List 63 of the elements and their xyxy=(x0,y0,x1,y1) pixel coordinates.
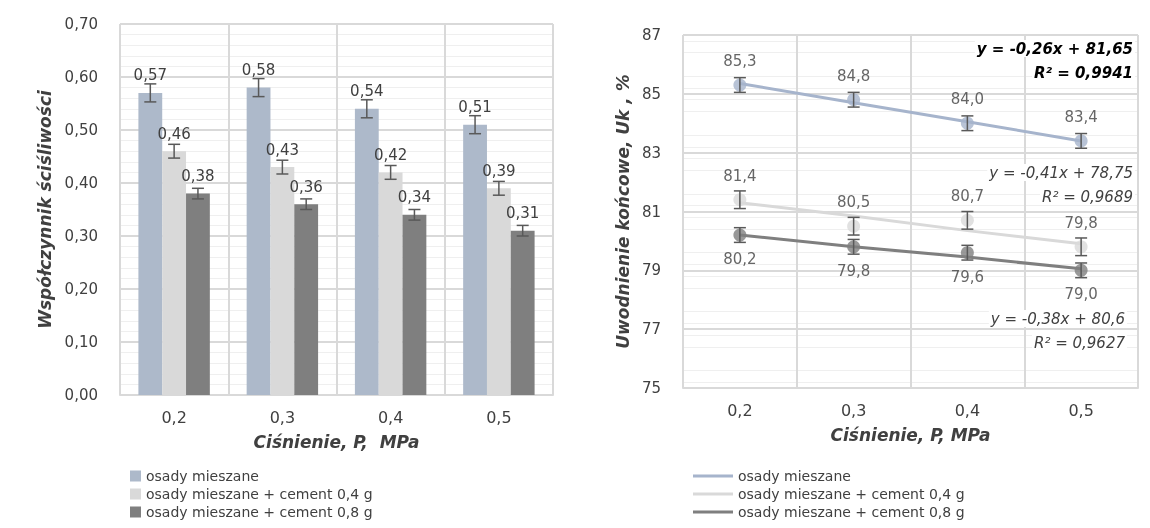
y-tick-label: 0,50 xyxy=(64,121,98,139)
legend-label: osady mieszane + cement 0,4 g xyxy=(738,486,965,502)
data-label: 0,31 xyxy=(505,204,540,223)
annotation: y = -0,26x + 81,65 xyxy=(976,39,1134,58)
data-label: 0,51 xyxy=(458,98,492,117)
data-label: 79,0 xyxy=(1064,285,1098,304)
data-label: 0,36 xyxy=(289,177,323,196)
x-tick-label: 0,5 xyxy=(1068,400,1094,420)
legend-label: osady mieszane xyxy=(146,468,259,484)
annotation: R² = 0,9627 xyxy=(1033,333,1126,352)
y-tick-label: 87 xyxy=(641,26,661,44)
x-tick-label: 0,4 xyxy=(377,407,404,427)
data-label: 0,46 xyxy=(157,124,191,143)
x-tick-label: 0,2 xyxy=(161,407,187,427)
annotation: y = -0,38x + 80,6 xyxy=(989,309,1126,328)
data-label: 81,4 xyxy=(723,166,757,185)
legend-label: osady mieszane + cement 0,8 g xyxy=(738,504,965,520)
annotation: y = -0,41x + 78,75 xyxy=(988,163,1133,182)
x-axis-title: Ciśnienie, P, MPa xyxy=(830,424,991,445)
data-label: 85,3 xyxy=(723,52,757,71)
data-label: 0,54 xyxy=(350,82,384,101)
x-tick-label: 0,2 xyxy=(727,400,753,420)
legend-label: osady mieszane xyxy=(738,468,851,484)
data-label: 79,6 xyxy=(950,267,985,286)
y-tick-label: 0,00 xyxy=(64,386,98,404)
y-tick-label: 85 xyxy=(641,84,661,103)
data-label: 0,42 xyxy=(373,145,408,164)
annotation: R² = 0,9941 xyxy=(1033,63,1134,82)
annotation: R² = 0,9689 xyxy=(1041,187,1134,206)
legend-label: osady mieszane + cement 0,8 g xyxy=(146,504,373,520)
y-tick-label: 79 xyxy=(641,261,661,280)
data-label: 84,8 xyxy=(836,66,871,85)
x-tick-label: 0,3 xyxy=(840,400,867,420)
data-label: 84,0 xyxy=(950,90,985,109)
x-tick-label: 0,3 xyxy=(269,407,296,427)
y-tick-label: 75 xyxy=(641,379,661,397)
data-label: 79,8 xyxy=(1064,213,1098,232)
y-axis-title: Uwodnienie końcowe, Uk , % xyxy=(612,74,633,349)
y-tick-label: 77 xyxy=(641,320,661,339)
y-tick-label: 0,70 xyxy=(64,15,98,33)
data-label: 79,8 xyxy=(836,261,871,280)
data-label: 0,38 xyxy=(181,167,215,186)
y-tick-label: 0,10 xyxy=(64,333,98,351)
y-tick-label: 0,60 xyxy=(64,68,98,86)
x-tick-label: 0,5 xyxy=(486,407,512,427)
data-label: 80,7 xyxy=(950,187,985,206)
x-axis-title: Ciśnienie, P, MPa xyxy=(253,431,420,452)
data-label: 83,4 xyxy=(1064,107,1098,126)
legend-label: osady mieszane + cement 0,4 g xyxy=(146,486,373,502)
y-axis-title: Współczynnik ściśliwości xyxy=(35,89,56,329)
y-tick-label: 81 xyxy=(641,202,661,221)
data-label: 0,58 xyxy=(241,61,276,80)
data-label: 0,39 xyxy=(482,161,516,180)
y-tick-label: 0,40 xyxy=(64,174,98,192)
y-tick-label: 0,20 xyxy=(64,280,98,298)
y-tick-label: 0,30 xyxy=(64,227,98,245)
data-label: 80,5 xyxy=(836,193,871,212)
data-label: 80,2 xyxy=(723,250,757,269)
data-label: 0,34 xyxy=(397,188,432,207)
y-tick-label: 83 xyxy=(641,143,661,162)
data-label: 0,43 xyxy=(265,140,300,159)
data-label: 0,57 xyxy=(133,66,168,85)
x-tick-label: 0,4 xyxy=(954,400,981,420)
